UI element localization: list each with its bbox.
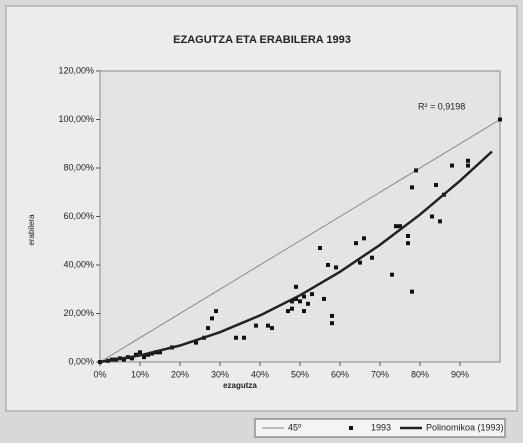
y-tick-label: 40,00% xyxy=(63,259,94,269)
x-tick-label: 80% xyxy=(411,369,429,379)
point xyxy=(358,260,362,265)
point xyxy=(362,236,366,241)
point xyxy=(450,163,454,168)
point xyxy=(270,326,274,331)
series-line xyxy=(99,150,493,364)
point xyxy=(298,299,302,304)
x-tick-label: 90% xyxy=(451,369,469,379)
legend xyxy=(254,418,506,438)
point xyxy=(330,313,334,318)
point xyxy=(234,335,238,340)
y-tick-label: 120,00% xyxy=(58,65,94,75)
legend-label: Polinomikoa (1993) xyxy=(426,422,504,432)
chart-title: EZAGUTZA ETA ERABILERA 1993 xyxy=(173,34,351,46)
point xyxy=(390,272,394,277)
point xyxy=(322,296,326,301)
y-tick-label: 100,00% xyxy=(58,114,94,124)
point xyxy=(138,350,142,355)
x-tick-label: 20% xyxy=(171,369,189,379)
point xyxy=(294,296,298,301)
point xyxy=(210,316,214,321)
point xyxy=(410,185,414,190)
x-tick-label: 30% xyxy=(211,369,229,379)
x-tick-label: 60% xyxy=(331,369,349,379)
x-tick-label: 40% xyxy=(251,369,269,379)
point xyxy=(290,299,294,304)
y-axis-label: erabilera xyxy=(27,214,36,246)
y-tick-label: 20,00% xyxy=(63,308,94,318)
point xyxy=(254,323,258,328)
point xyxy=(290,306,294,311)
x-tick-label: 50% xyxy=(291,369,309,379)
point xyxy=(294,284,298,289)
point xyxy=(394,224,398,229)
point xyxy=(130,356,134,361)
y-tick-label: 0,00% xyxy=(68,356,94,366)
series-line xyxy=(99,119,501,363)
point xyxy=(430,214,434,219)
point xyxy=(266,323,270,328)
point xyxy=(158,350,162,355)
x-axis-label: ezagutza xyxy=(223,381,257,390)
point xyxy=(194,340,198,345)
point xyxy=(466,158,470,163)
point xyxy=(370,255,374,260)
point xyxy=(214,309,218,314)
point xyxy=(318,246,322,251)
point xyxy=(302,309,306,314)
point xyxy=(330,321,334,326)
point xyxy=(498,117,502,122)
annotation: R² = 0,9198 xyxy=(418,101,465,111)
plot-area xyxy=(99,70,501,363)
y-tick-label: 80,00% xyxy=(63,162,94,172)
point xyxy=(134,352,138,357)
point xyxy=(438,219,442,224)
point xyxy=(434,182,438,187)
point xyxy=(398,224,402,229)
point xyxy=(406,233,410,238)
point xyxy=(206,326,210,331)
point xyxy=(334,265,338,270)
legend-label: 1993 xyxy=(371,422,391,432)
point xyxy=(310,292,314,297)
point xyxy=(302,294,306,299)
legend-swatch xyxy=(349,426,353,430)
legend-label: 45º xyxy=(288,422,302,432)
point xyxy=(406,241,410,246)
point xyxy=(122,357,126,362)
point xyxy=(242,335,246,340)
x-tick-label: 0% xyxy=(93,369,106,379)
point xyxy=(142,355,146,360)
point xyxy=(354,241,358,246)
x-tick-label: 10% xyxy=(131,369,149,379)
x-tick-label: 70% xyxy=(371,369,389,379)
y-tick-label: 60,00% xyxy=(63,211,94,221)
point xyxy=(306,301,310,306)
point xyxy=(410,289,414,294)
point xyxy=(414,168,418,173)
point xyxy=(326,263,330,267)
point xyxy=(466,163,470,168)
point xyxy=(286,309,290,314)
